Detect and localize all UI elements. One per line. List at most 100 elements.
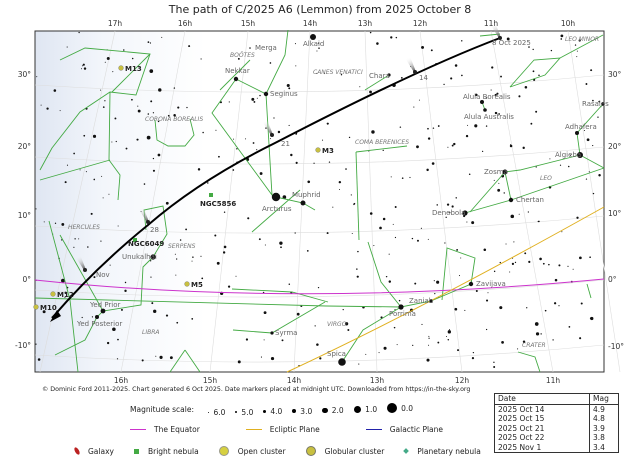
date-cell: 2025 Oct 14: [494, 404, 590, 414]
star-label: Zosma: [484, 168, 508, 176]
background-star: [534, 322, 539, 326]
background-star: [494, 111, 498, 115]
background-star: [382, 217, 386, 221]
constellation-label: CORONA BOREALIS: [145, 116, 203, 123]
background-star: [153, 309, 157, 313]
background-star: [288, 87, 291, 90]
bright-nebula-icon: [133, 448, 139, 454]
constellation-line: [235, 29, 289, 95]
background-star: [100, 89, 102, 91]
background-star: [382, 149, 384, 152]
background-star: [120, 308, 123, 311]
background-star: [340, 73, 343, 76]
background-star: [83, 134, 86, 137]
background-star: [552, 339, 554, 341]
ra-tick-bottom: 14h: [287, 376, 302, 385]
background-star: [511, 262, 515, 266]
background-star: [527, 211, 529, 213]
background-star: [157, 153, 161, 157]
background-star: [398, 299, 401, 302]
background-star: [101, 175, 103, 177]
background-star: [82, 63, 85, 66]
background-star: [81, 68, 83, 70]
background-star: [35, 208, 37, 210]
ecliptic-line: [286, 206, 605, 373]
background-star: [339, 188, 341, 190]
background-star: [223, 245, 227, 249]
background-star: [150, 100, 153, 103]
background-star: [395, 36, 398, 39]
background-star: [112, 71, 114, 73]
dec-tick-right: 0°: [608, 275, 617, 284]
background-star: [176, 258, 178, 260]
background-star: [592, 99, 594, 102]
comet-tail-icon: [490, 22, 501, 39]
background-star: [177, 106, 180, 109]
background-star: [201, 277, 204, 280]
background-star: [428, 344, 430, 346]
star-size-icon: [387, 403, 398, 413]
background-star: [421, 323, 423, 326]
background-star: [373, 245, 375, 247]
background-star: [535, 332, 540, 336]
star-label: Porrima: [389, 310, 416, 318]
background-star: [216, 261, 220, 265]
background-star: [269, 138, 271, 140]
table-row: 2025 Oct 14 4.9: [494, 404, 619, 414]
background-star: [152, 169, 156, 172]
background-star: [81, 65, 83, 67]
background-star: [73, 152, 75, 155]
background-star: [61, 222, 65, 226]
background-star: [356, 275, 359, 278]
background-star: [390, 176, 392, 178]
background-star: [493, 366, 496, 369]
star: [577, 152, 583, 158]
background-star: [493, 361, 495, 364]
background-star: [281, 339, 284, 342]
constellation-line: [48, 220, 79, 373]
background-star: [427, 137, 431, 140]
star-label: Alula Australis: [464, 113, 514, 121]
background-star: [227, 285, 231, 288]
comet-date-label: 28: [150, 226, 159, 234]
background-star: [215, 129, 217, 131]
magnitude-scale-item: 0.0: [387, 403, 413, 413]
background-star: [576, 50, 578, 52]
constellation-label: BOÖTES: [230, 52, 255, 59]
background-star: [36, 76, 38, 78]
magnitude-value: 4.0: [270, 407, 283, 416]
constellation-line: [576, 103, 605, 169]
star-label: Alkaid: [303, 40, 324, 48]
background-star: [202, 131, 204, 134]
star: [508, 197, 514, 203]
mag-cell: 4.8: [589, 414, 619, 424]
background-star: [574, 44, 577, 46]
background-star: [259, 172, 263, 175]
line-legend-label: Galactic Plane: [389, 425, 444, 434]
star: [271, 192, 281, 202]
ra-tick-top: 12h: [413, 19, 428, 28]
background-star: [112, 327, 116, 332]
background-star: [152, 157, 155, 160]
constellation-label: HERCULES: [68, 224, 100, 231]
object-legend-item: Globular cluster: [305, 446, 384, 456]
background-star: [351, 232, 353, 234]
background-star: [87, 246, 89, 248]
background-star: [510, 214, 515, 219]
mag-cell: 3.8: [589, 433, 619, 443]
background-star: [505, 243, 507, 245]
background-star: [436, 204, 438, 206]
background-star: [157, 120, 160, 123]
background-star: [317, 42, 320, 44]
background-star: [472, 351, 475, 354]
background-star: [149, 260, 152, 262]
magnitude-scale: Magnitude scale: 6.0 5.0 4.0 3.0 2.0 1.0 0.0: [130, 403, 423, 417]
background-star: [356, 268, 358, 270]
background-star: [475, 289, 478, 292]
background-star: [436, 280, 440, 284]
background-star: [263, 339, 265, 341]
magnitude-value: 0.0: [401, 403, 414, 413]
background-star: [124, 281, 127, 284]
background-star: [485, 97, 488, 99]
globular-cluster-icon: [184, 281, 190, 287]
